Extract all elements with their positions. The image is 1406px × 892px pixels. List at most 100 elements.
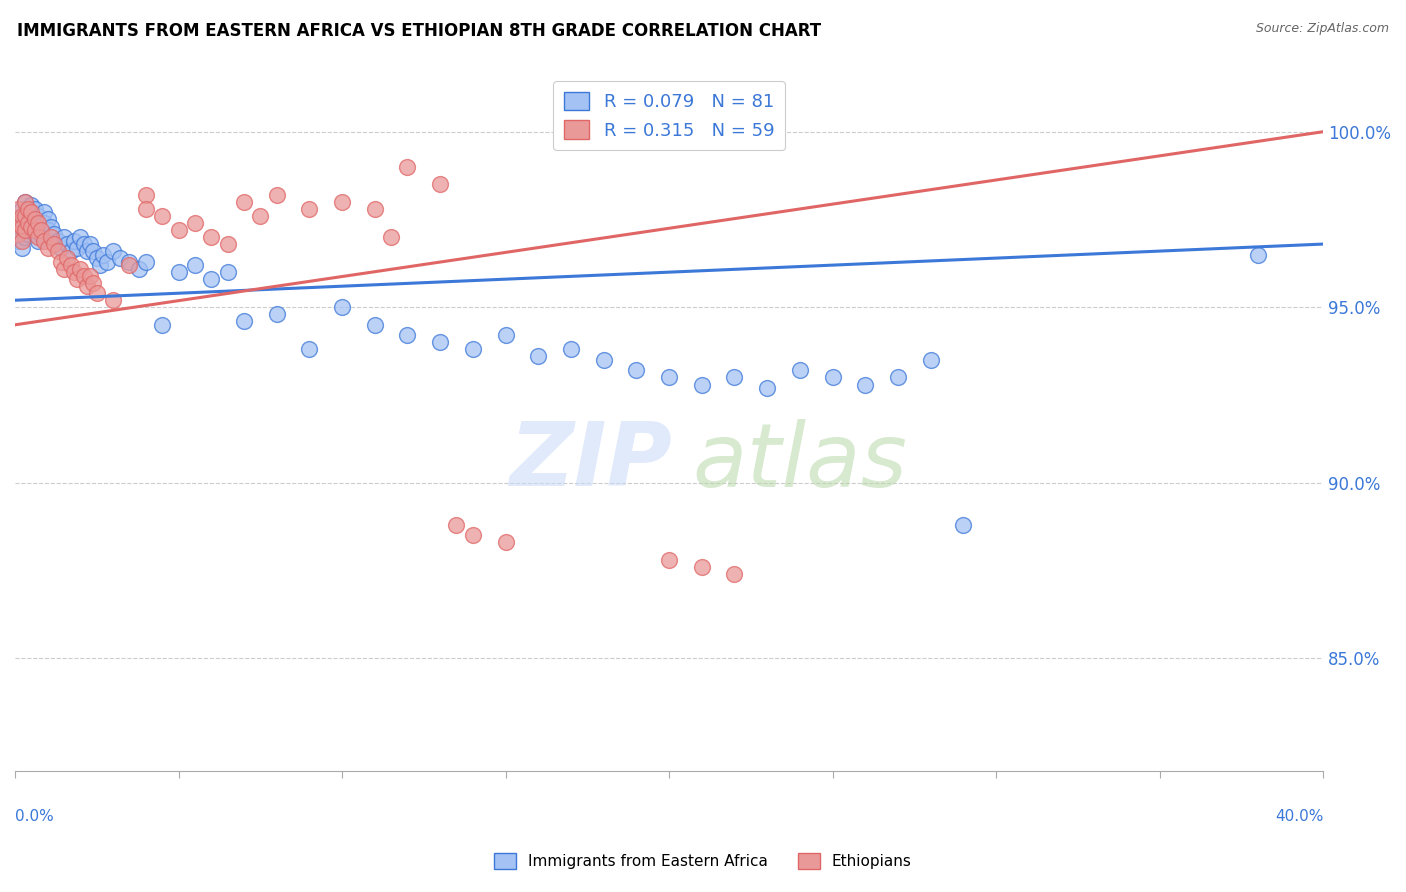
Point [66,241,89,255]
Point [10,216,32,230]
Point [79,237,101,252]
Point [96,254,118,268]
Point [17,227,39,241]
Point [17,216,39,230]
Point [527,350,550,364]
Point [364,318,387,332]
Point [10,230,32,244]
Point [53,261,76,276]
Point [10,241,32,255]
Point [14,194,37,209]
Point [76,279,98,293]
Point [56,251,79,265]
Point [101,244,124,258]
Point [249,209,271,223]
Point [34,205,56,219]
Point [7,216,30,230]
Point [49,254,72,268]
Point [49,241,72,255]
Point [63,265,86,279]
Text: Source: ZipAtlas.com: Source: ZipAtlas.com [1256,22,1389,36]
Point [920,353,942,368]
Point [266,307,288,321]
Point [34,216,56,230]
Point [27,216,49,230]
Point [44,237,66,252]
Point [69,230,91,244]
Point [63,234,86,248]
Point [37,212,59,227]
Point [7,223,30,237]
Text: atlas: atlas [692,418,907,505]
Point [128,261,150,276]
Point [27,219,49,234]
Point [1247,247,1270,261]
Point [17,205,39,219]
Point [135,202,157,216]
Point [59,258,82,272]
Point [44,227,66,241]
Point [17,216,39,230]
Point [14,194,37,209]
Point [39,230,62,244]
Point [756,381,779,395]
Point [364,202,387,216]
Point [10,209,32,223]
Point [86,251,108,265]
Point [24,227,46,241]
Point [7,227,30,241]
Point [298,343,321,357]
Point [24,212,46,227]
Point [461,343,484,357]
Point [14,209,37,223]
Point [150,318,173,332]
Point [20,212,42,227]
Point [14,230,37,244]
Text: 40.0%: 40.0% [1275,809,1323,824]
Point [135,188,157,202]
Point [396,160,419,174]
Point [592,353,614,368]
Point [91,247,114,261]
Point [24,212,46,227]
Point [135,254,157,268]
Point [82,276,104,290]
Point [27,209,49,223]
Point [79,268,101,283]
Point [82,244,104,258]
Point [330,194,353,209]
Point [10,234,32,248]
Point [167,265,190,279]
Point [217,265,239,279]
Point [380,230,402,244]
Point [658,553,681,567]
Point [14,223,37,237]
Point [86,286,108,301]
Point [853,377,876,392]
Point [396,328,419,343]
Point [658,370,681,384]
Point [560,343,582,357]
Point [59,244,82,258]
Legend: Immigrants from Eastern Africa, Ethiopians: Immigrants from Eastern Africa, Ethiopia… [488,847,918,875]
Point [20,205,42,219]
Point [10,219,32,234]
Point [69,261,91,276]
Point [446,517,468,532]
Point [76,244,98,258]
Point [495,535,517,549]
Point [14,209,37,223]
Point [789,363,811,377]
Point [495,328,517,343]
Point [27,234,49,248]
Point [73,268,96,283]
Point [429,178,451,192]
Point [723,370,745,384]
Point [7,202,30,216]
Point [429,335,451,350]
Point [118,254,141,268]
Point [20,223,42,237]
Point [266,188,288,202]
Point [887,370,910,384]
Point [46,244,69,258]
